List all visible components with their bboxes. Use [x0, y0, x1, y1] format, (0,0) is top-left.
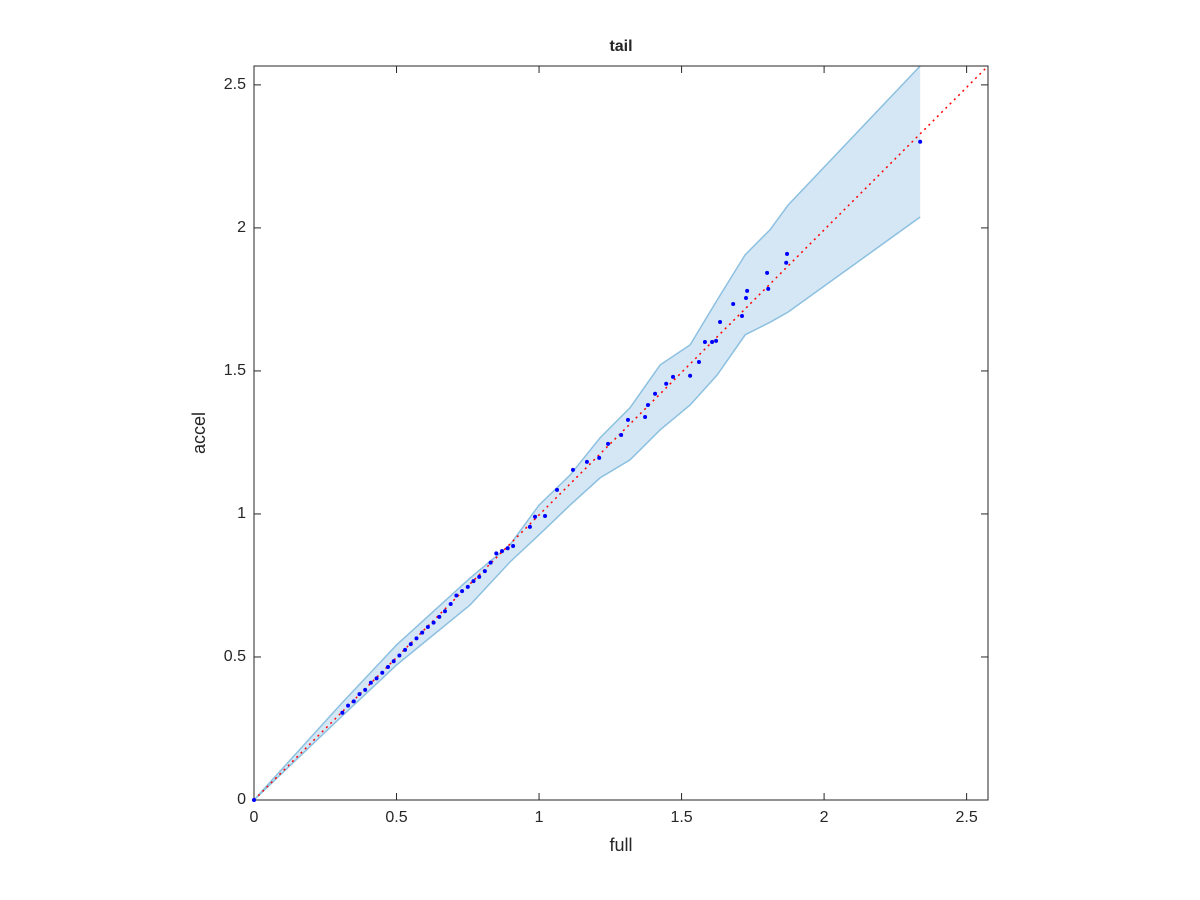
point [499, 549, 504, 554]
y-axis-label: accel [189, 412, 209, 454]
point [414, 636, 419, 641]
point [702, 340, 707, 345]
point [731, 301, 736, 306]
x-tick-label: 1 [535, 809, 544, 826]
point [785, 251, 790, 256]
chart-title: tail [609, 38, 632, 55]
point [645, 402, 650, 407]
point [346, 703, 351, 708]
point [743, 295, 748, 300]
point [391, 659, 396, 664]
point [740, 314, 745, 319]
point [597, 455, 602, 460]
point [714, 338, 719, 343]
x-axis-label: full [609, 835, 632, 855]
point [555, 487, 560, 492]
point [437, 614, 442, 619]
point [625, 417, 630, 422]
point [643, 414, 648, 419]
point [570, 467, 575, 472]
point [488, 560, 493, 565]
y-tick-label: 1 [237, 505, 246, 522]
point [460, 589, 465, 594]
point [471, 579, 476, 584]
point [688, 373, 693, 378]
point [606, 441, 611, 446]
x-tick-label: 0 [250, 809, 259, 826]
point [351, 699, 356, 704]
point [385, 664, 390, 669]
reference-line [253, 65, 989, 801]
point [696, 360, 701, 365]
y-tick-label: 2 [237, 219, 246, 236]
y-tick-label: 0 [237, 791, 246, 808]
band-upper [253, 65, 921, 801]
y-tick-label: 2.5 [224, 76, 246, 93]
x-tick-label: 1.5 [670, 809, 692, 826]
point [619, 433, 624, 438]
point [397, 653, 402, 658]
point [380, 670, 385, 675]
y-tick-label: 0.5 [224, 648, 246, 665]
point [368, 680, 373, 685]
point [431, 620, 436, 625]
point [363, 687, 368, 692]
point [252, 798, 256, 802]
point [653, 391, 658, 396]
point [511, 543, 516, 548]
point [543, 513, 548, 518]
axes-box [253, 65, 989, 801]
point [671, 374, 676, 379]
point [718, 320, 723, 325]
point [584, 459, 589, 464]
point [765, 270, 770, 275]
y-tick-label: 1.5 [224, 362, 246, 379]
point [505, 546, 510, 551]
x-tick-label: 0.5 [385, 809, 407, 826]
point [494, 551, 499, 556]
point [442, 609, 447, 614]
x-tick-label: 2 [820, 809, 829, 826]
point [784, 260, 789, 265]
point [374, 676, 379, 681]
point [745, 288, 750, 293]
point [357, 692, 362, 697]
point [527, 524, 532, 529]
point [403, 647, 408, 652]
point [664, 381, 669, 386]
point [477, 574, 482, 579]
point [465, 584, 470, 589]
band-area [254, 66, 921, 800]
point [710, 340, 715, 345]
point [918, 139, 923, 144]
x-tick-label: 2.5 [955, 809, 977, 826]
band-lower [253, 216, 921, 801]
point [420, 630, 425, 635]
point [454, 593, 459, 598]
point [482, 569, 487, 574]
point [448, 602, 453, 607]
point [340, 710, 345, 715]
point [425, 624, 430, 629]
point [533, 514, 538, 519]
point [766, 286, 771, 291]
point [408, 642, 413, 647]
